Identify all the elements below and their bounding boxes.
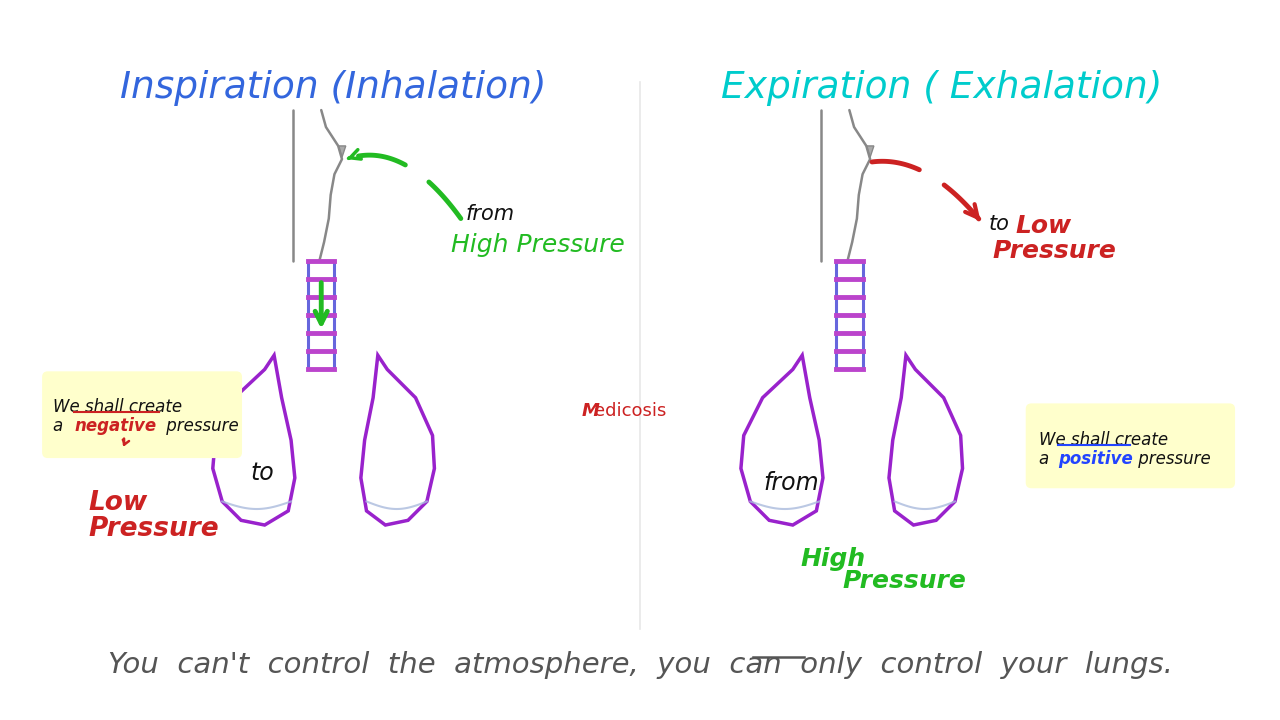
Text: Pressure: Pressure bbox=[993, 239, 1116, 264]
Text: pressure: pressure bbox=[1133, 449, 1211, 467]
Text: High Pressure: High Pressure bbox=[452, 233, 625, 257]
Text: a: a bbox=[54, 417, 69, 435]
Text: a: a bbox=[1039, 449, 1055, 467]
Text: M: M bbox=[581, 402, 599, 420]
Text: We shall create: We shall create bbox=[54, 397, 183, 415]
FancyBboxPatch shape bbox=[1025, 403, 1235, 488]
Text: Inspiration (Inhalation): Inspiration (Inhalation) bbox=[120, 70, 547, 106]
Text: You  can't  control  the  atmosphere,  you  can  only  control  your  lungs.: You can't control the atmosphere, you ca… bbox=[108, 651, 1172, 679]
Text: Pressure: Pressure bbox=[842, 570, 966, 593]
Text: Low: Low bbox=[88, 490, 147, 516]
Text: pressure: pressure bbox=[161, 417, 238, 435]
Text: We shall create: We shall create bbox=[1039, 431, 1169, 449]
Polygon shape bbox=[867, 146, 874, 157]
Text: negative: negative bbox=[74, 417, 156, 435]
Text: positive: positive bbox=[1057, 449, 1133, 467]
Text: from: from bbox=[466, 204, 515, 225]
Text: High: High bbox=[800, 546, 865, 571]
Text: to: to bbox=[251, 462, 275, 485]
Text: Low: Low bbox=[1015, 214, 1071, 238]
Text: Expiration ( Exhalation): Expiration ( Exhalation) bbox=[721, 70, 1162, 106]
Polygon shape bbox=[338, 146, 346, 157]
Text: from: from bbox=[763, 471, 819, 495]
Text: Pressure: Pressure bbox=[88, 516, 219, 541]
Text: edicosis: edicosis bbox=[594, 402, 666, 420]
FancyBboxPatch shape bbox=[42, 372, 242, 458]
Text: to: to bbox=[989, 214, 1010, 234]
